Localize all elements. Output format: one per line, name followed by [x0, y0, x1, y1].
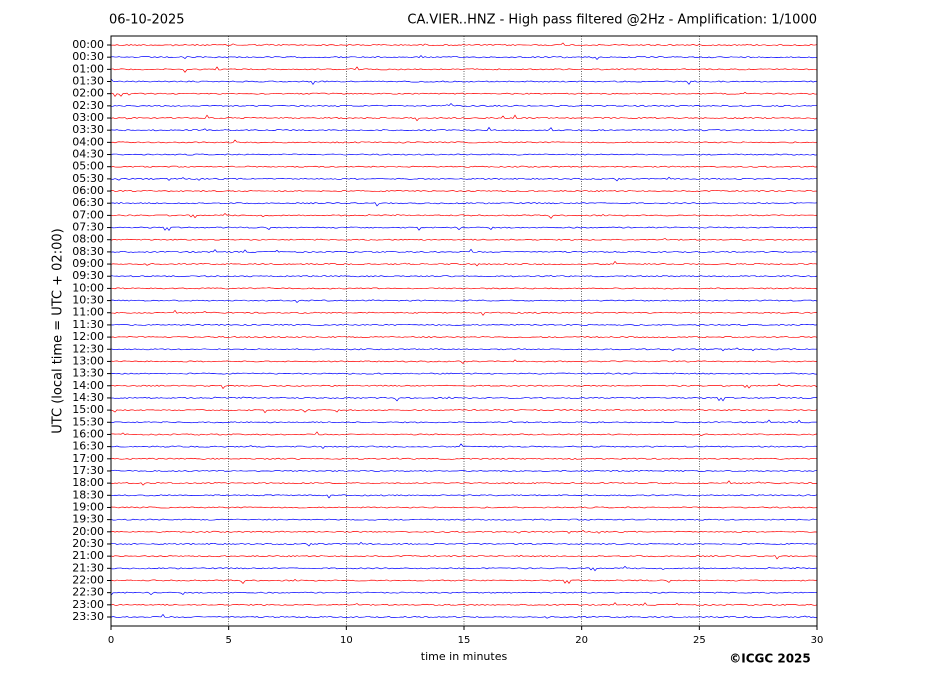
y-tick-label: 19:30 — [72, 513, 104, 526]
y-tick-label: 14:30 — [72, 391, 104, 404]
y-tick-label: 02:00 — [72, 87, 104, 100]
trace — [110, 309, 818, 316]
trace — [110, 126, 818, 132]
y-tick-label: 10:00 — [72, 281, 104, 294]
x-axis-label: time in minutes — [421, 650, 508, 663]
trace — [110, 383, 818, 390]
trace — [110, 480, 818, 486]
y-tick-label: 22:30 — [72, 586, 104, 599]
y-tick-label: 11:00 — [72, 306, 104, 319]
trace — [110, 42, 818, 47]
trace — [110, 139, 818, 144]
x-tick-label: 0 — [108, 635, 114, 646]
trace — [110, 226, 818, 232]
date: 06-10-2025 — [109, 13, 185, 28]
trace — [110, 299, 818, 304]
y-tick-label: 06:00 — [72, 184, 104, 197]
copyright: ©ICGC 2025 — [729, 652, 811, 666]
y-tick-label: 23:00 — [72, 598, 104, 611]
y-tick-label: 07:00 — [72, 208, 104, 221]
trace — [110, 602, 818, 607]
y-tick-label: 05:30 — [72, 172, 104, 185]
y-tick-label: 00:30 — [72, 50, 104, 63]
x-tick-label: 20 — [575, 635, 588, 646]
trace — [110, 114, 818, 122]
x-tick-label: 30 — [811, 635, 824, 646]
y-tick-label: 12:30 — [72, 342, 104, 355]
trace — [110, 518, 818, 521]
y-tick-label: 01:30 — [72, 75, 104, 88]
y-tick-label: 21:30 — [72, 561, 104, 574]
y-tick-label: 03:00 — [72, 111, 104, 124]
trace — [110, 579, 818, 584]
trace — [110, 55, 818, 60]
trace — [110, 201, 818, 207]
trace — [110, 591, 818, 596]
y-tick-label: 00:00 — [72, 38, 104, 51]
y-tick-label: 08:30 — [72, 245, 104, 258]
y-tick-label: 22:00 — [72, 573, 104, 586]
y-tick-label: 01:00 — [72, 62, 104, 75]
y-tick-label: 02:30 — [72, 99, 104, 112]
y-tick-label: 08:00 — [72, 233, 104, 246]
y-tick-label: 13:00 — [72, 354, 104, 367]
y-tick-label: 18:30 — [72, 488, 104, 501]
x-tick-label: 5 — [225, 635, 231, 646]
x-tick-label: 25 — [693, 635, 706, 646]
y-tick-label: 11:30 — [72, 318, 104, 331]
y-tick-label: 04:00 — [72, 135, 104, 148]
y-tick-label: 14:00 — [72, 379, 104, 392]
y-tick-label: 04:30 — [72, 148, 104, 161]
y-tick-label: 12:00 — [72, 330, 104, 343]
trace — [110, 506, 818, 509]
y-tick-label: 17:00 — [72, 452, 104, 465]
y-tick-label: 18:00 — [72, 476, 104, 489]
y-axis-label: UTC (local time = UTC + 02:00) — [51, 228, 66, 433]
y-tick-label: 03:30 — [72, 123, 104, 136]
trace — [110, 396, 818, 402]
y-tick-label: 09:00 — [72, 257, 104, 270]
trace — [110, 419, 818, 424]
y-tick-label: 17:30 — [72, 464, 104, 477]
x-tick-label: 15 — [458, 635, 471, 646]
y-tick-label: 20:30 — [72, 537, 104, 550]
y-tick-label: 16:00 — [72, 427, 104, 440]
trace — [110, 323, 818, 327]
trace — [110, 554, 818, 560]
y-tick-label: 19:00 — [72, 500, 104, 513]
y-tick-label: 07:30 — [72, 221, 104, 234]
trace — [110, 494, 818, 499]
chart-title: CA.VIER..HNZ - High pass filtered @2Hz -… — [407, 13, 817, 28]
y-tick-label: 13:30 — [72, 367, 104, 380]
y-tick-label: 09:30 — [72, 269, 104, 282]
y-tick-label: 06:30 — [72, 196, 104, 209]
trace — [110, 409, 818, 414]
x-tick-label: 10 — [340, 635, 353, 646]
trace — [110, 336, 818, 339]
y-tick-label: 21:00 — [72, 549, 104, 562]
y-tick-label: 05:00 — [72, 160, 104, 173]
y-tick-label: 23:30 — [72, 610, 104, 623]
plot-frame — [110, 35, 818, 627]
y-tick-label: 20:00 — [72, 525, 104, 538]
trace — [110, 237, 818, 241]
y-tick-label: 16:30 — [72, 440, 104, 453]
y-tick-label: 15:00 — [72, 403, 104, 416]
trace — [110, 212, 818, 219]
y-tick-label: 10:30 — [72, 294, 104, 307]
y-tick-label: 15:30 — [72, 415, 104, 428]
